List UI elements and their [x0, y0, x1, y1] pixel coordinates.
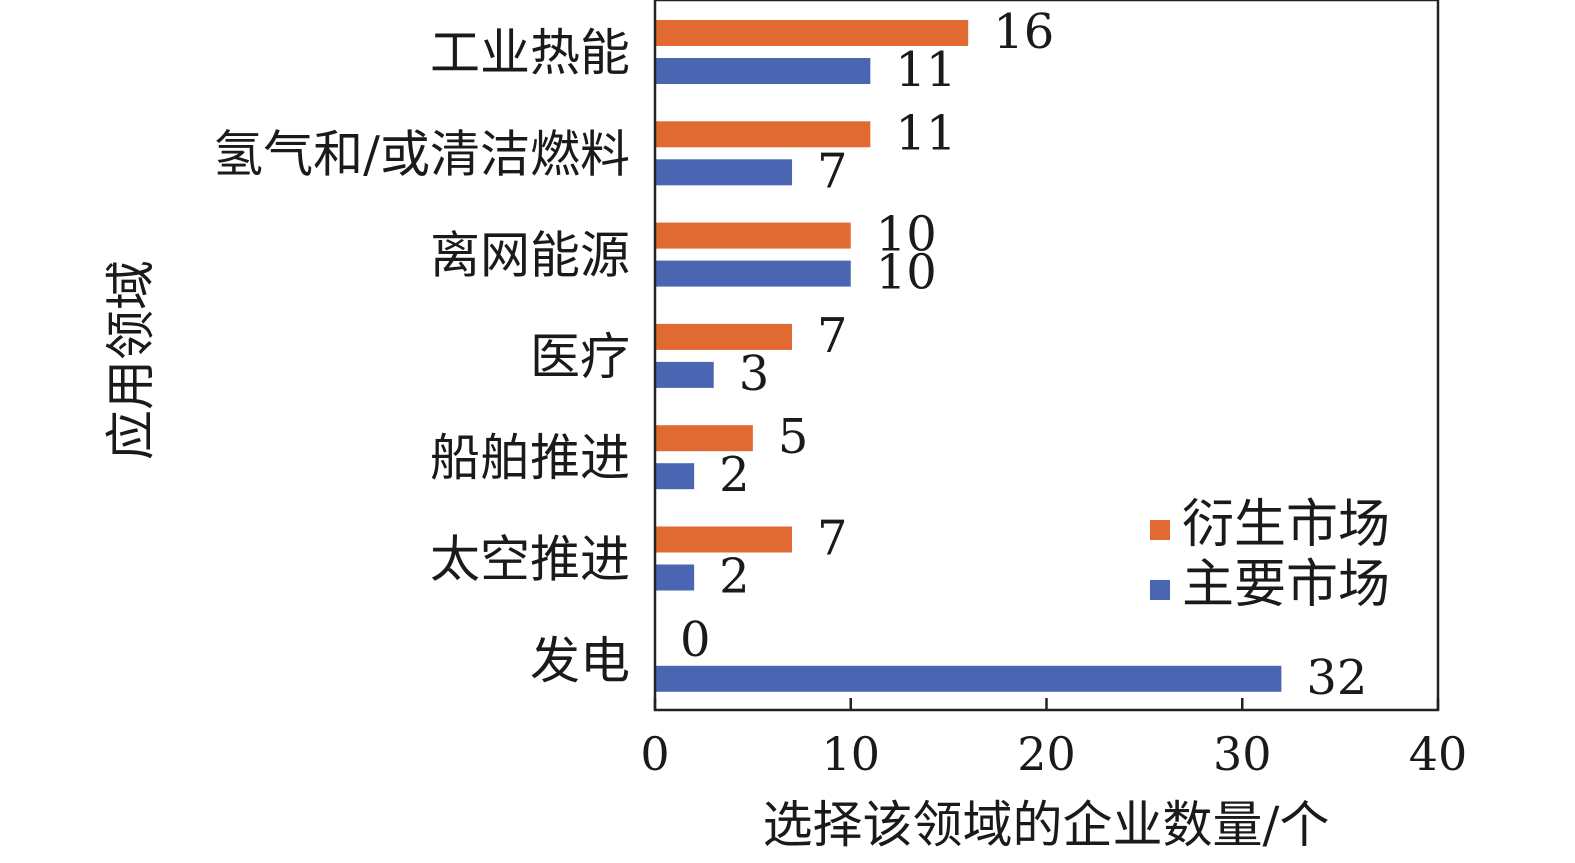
- legend-swatch: [1150, 520, 1170, 540]
- value-label: 2: [719, 447, 750, 503]
- x-tick-label: 30: [1213, 727, 1272, 781]
- category-label: 发电: [530, 632, 630, 690]
- primary-market-bar: [655, 564, 695, 591]
- derivative-market-bar: [655, 526, 793, 553]
- value-label: 16: [993, 4, 1054, 60]
- value-label: 7: [817, 143, 848, 199]
- value-label: 11: [895, 42, 956, 98]
- primary-market-bar: [655, 463, 695, 490]
- primary-market-bar: [655, 159, 793, 186]
- legend-label: 衍生市场: [1182, 495, 1390, 555]
- primary-market-bar: [655, 260, 851, 287]
- x-tick-label: 0: [640, 727, 669, 781]
- category-label: 离网能源: [430, 227, 630, 285]
- x-tick-label: 20: [1017, 727, 1076, 781]
- bars-layer: [655, 20, 1282, 692]
- value-label: 7: [817, 308, 848, 364]
- value-label: 2: [719, 549, 750, 605]
- primary-market-bar: [655, 58, 871, 84]
- derivative-market-bar: [655, 323, 793, 350]
- y-axis-title: 应用领域: [102, 260, 160, 460]
- value-label: 10: [876, 207, 937, 263]
- value-label: 3: [739, 346, 770, 402]
- primary-market-bar: [655, 665, 1282, 692]
- value-label: 11: [895, 105, 956, 161]
- x-ticks-layer: 0 10 20 30 40: [640, 698, 1467, 781]
- category-label: 船舶推进: [430, 429, 630, 487]
- value-label: 5: [778, 409, 809, 465]
- x-tick-label: 40: [1409, 727, 1468, 781]
- category-label: 氢气和/或清洁燃料: [213, 125, 630, 183]
- derivative-market-bar: [655, 121, 871, 148]
- value-label: 7: [817, 511, 848, 567]
- category-label: 工业热能: [430, 24, 630, 82]
- primary-market-bar: [655, 361, 714, 388]
- x-tick-label: 10: [821, 727, 880, 781]
- value-label: 32: [1306, 650, 1367, 706]
- x-axis-title: 选择该领域的企业数量/个: [763, 796, 1330, 854]
- value-label: 10: [876, 245, 937, 301]
- category-label: 医疗: [530, 328, 630, 386]
- value-label: 0: [680, 612, 711, 668]
- derivative-market-bar: [655, 425, 753, 452]
- category-label: 太空推进: [430, 531, 630, 589]
- derivative-market-bar: [655, 20, 969, 46]
- legend-label: 主要市场: [1182, 555, 1390, 615]
- derivative-market-bar: [655, 222, 851, 249]
- legend-swatch: [1150, 580, 1170, 600]
